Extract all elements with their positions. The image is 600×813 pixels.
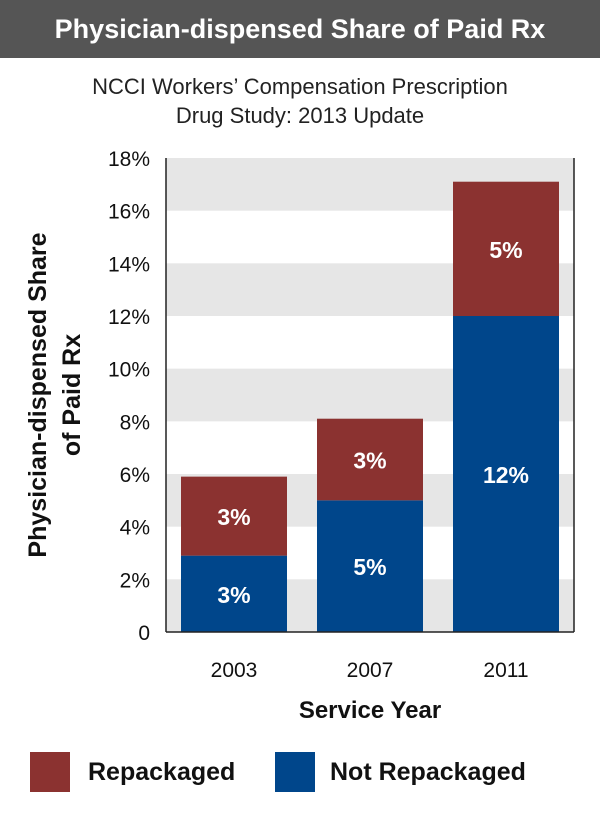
- y-axis-label-line-1: Physician-dispensed Share: [24, 232, 52, 557]
- chart-subtitle-line-1: NCCI Workers’ Compensation Prescription: [92, 74, 508, 99]
- data-label: 3%: [353, 448, 386, 474]
- y-tick-label: 16%: [108, 201, 150, 224]
- y-tick-label: 18%: [108, 148, 150, 171]
- bar-repackaged: [453, 181, 559, 316]
- y-tick-label: 4%: [120, 517, 150, 540]
- page-title: Physician-dispensed Share of Paid Rx: [0, 0, 600, 58]
- bar-not-repackaged: [317, 500, 423, 632]
- chart-subtitle: NCCI Workers’ Compensation Prescription …: [0, 72, 600, 130]
- x-tick-label: 2007: [347, 659, 394, 682]
- x-tick-label: 2003: [211, 659, 258, 682]
- y-tick-label: 12%: [108, 306, 150, 329]
- y-tick-label: 14%: [108, 253, 150, 276]
- data-label: 3%: [217, 582, 250, 608]
- bar-repackaged: [181, 476, 287, 556]
- legend-swatch-repackaged: [30, 752, 70, 792]
- x-tick-label: 2011: [483, 659, 528, 682]
- data-label: 5%: [353, 554, 386, 580]
- bar-repackaged: [317, 418, 423, 501]
- data-label: 5%: [489, 237, 522, 263]
- y-tick-label: 10%: [108, 359, 150, 382]
- chart-subtitle-line-2: Drug Study: 2013 Update: [175, 103, 425, 128]
- legend-label-not-repackaged: Not Repackaged: [330, 758, 526, 786]
- y-tick-label: 6%: [120, 464, 150, 487]
- legend-label-repackaged: Repackaged: [88, 758, 236, 786]
- bar-not-repackaged: [181, 555, 287, 632]
- data-label: 3%: [217, 504, 250, 530]
- legend-swatch-not-repackaged: [275, 752, 315, 792]
- y-tick-label: 2%: [120, 569, 150, 592]
- bar-not-repackaged: [453, 316, 559, 632]
- y-axis-label-line-2: of Paid Rx: [58, 334, 86, 456]
- x-axis-label: Service Year: [299, 697, 441, 724]
- y-tick-label: 0: [138, 622, 150, 645]
- data-label: 12%: [483, 462, 529, 488]
- y-tick-label: 8%: [120, 411, 150, 434]
